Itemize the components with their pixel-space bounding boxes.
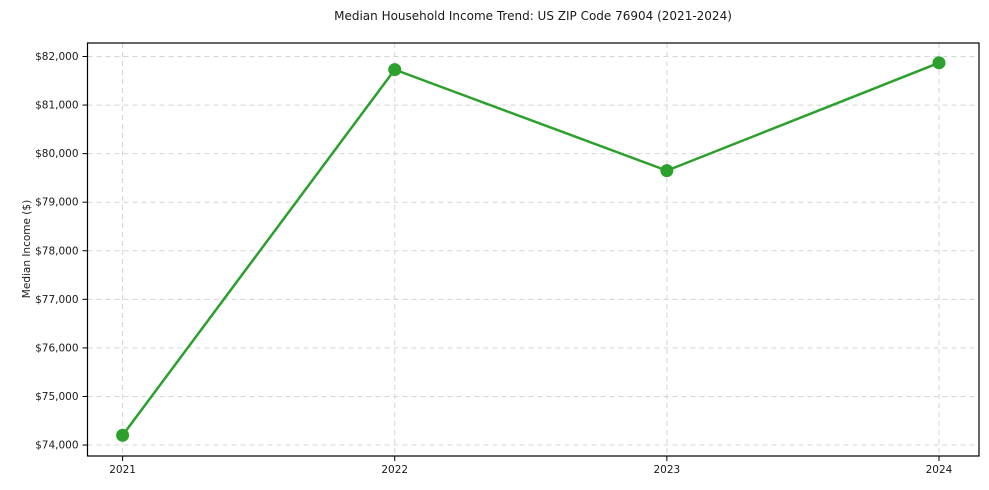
y-tick-label: $77,000: [35, 294, 78, 306]
y-tick-label: $82,000: [35, 51, 78, 63]
chart-title: Median Household Income Trend: US ZIP Co…: [334, 9, 732, 23]
x-tick-label: 2022: [381, 464, 408, 476]
x-tick-label: 2023: [653, 464, 680, 476]
y-tick-label: $79,000: [35, 197, 78, 209]
x-tick-label: 2024: [926, 464, 953, 476]
data-point-2024: [932, 56, 946, 70]
data-point-2021: [116, 428, 130, 442]
plot-border: [86, 42, 980, 457]
x-tick-label: 2021: [109, 464, 136, 476]
data-point-2022: [388, 63, 402, 77]
data-point-2023: [660, 164, 674, 178]
y-tick-label: $76,000: [35, 342, 78, 354]
y-tick-label: $74,000: [35, 440, 78, 452]
y-tick-label: $78,000: [35, 245, 78, 257]
y-tick-label: $75,000: [35, 391, 78, 403]
y-tick-label: $80,000: [35, 148, 78, 160]
y-tick-label: $81,000: [35, 100, 78, 112]
trend-line: [121, 61, 941, 437]
